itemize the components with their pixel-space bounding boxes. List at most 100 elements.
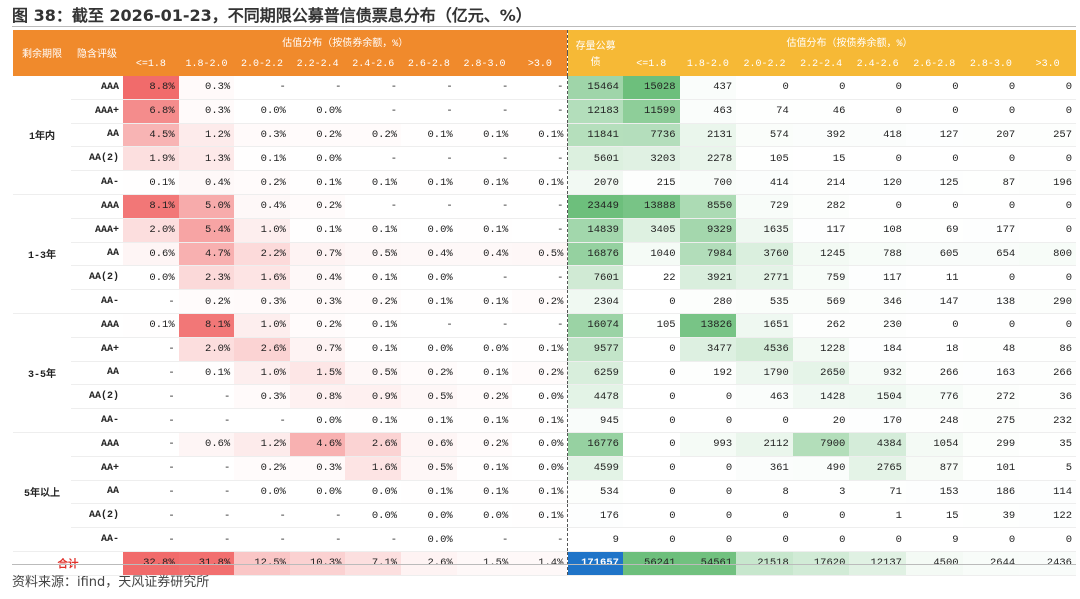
distribution-cell: 0.1%: [456, 408, 513, 433]
total-cell: 6259: [567, 361, 623, 386]
distribution-cell: 0.1%: [345, 313, 402, 338]
total-cell: 15464: [567, 76, 623, 100]
amount-cell: 0: [679, 456, 737, 481]
amount-cell: 114: [1019, 480, 1076, 505]
distribution-cell: 0.8%: [289, 384, 346, 410]
distribution-cell: 0.6%: [401, 432, 457, 457]
header-cell: 估值分布（按债券余额，%）: [123, 30, 568, 53]
distribution-cell: 0.1%: [512, 408, 569, 433]
distribution-cell: -: [123, 503, 179, 529]
distribution-cell: 1.9%: [123, 146, 179, 172]
table-row: AA 4.5% 1.2% 0.3% 0.2% 0.2% 0.1% 0.1% 0.1% 11841 7…: [13, 123, 1076, 148]
distribution-cell: -: [178, 503, 235, 529]
amount-cell: 177: [962, 218, 1020, 243]
amount-cell: 0: [622, 456, 680, 481]
distribution-cell: 0.7%: [289, 337, 346, 362]
amount-cell: 192: [679, 361, 737, 386]
distribution-cell: -: [512, 146, 569, 172]
term-cell: 5年以上: [13, 432, 72, 552]
column-header: 2.0-2.2: [736, 53, 793, 76]
header-cell: 隐含评级: [71, 30, 124, 76]
distribution-cell: -: [512, 313, 569, 338]
distribution-cell: -: [123, 456, 179, 481]
amount-cell: 262: [792, 313, 850, 338]
amount-cell: 266: [905, 361, 963, 386]
header-cell: 存量公募债: [567, 30, 623, 76]
table-row: AA- - - - - -0.0% - -9 0 0 0 0 0 9 0 0: [13, 527, 1076, 552]
total-cell: 16876: [567, 242, 623, 267]
amount-cell: 1228: [792, 337, 850, 362]
amount-cell: 993: [679, 432, 737, 457]
distribution-cell: 0.3%: [289, 456, 346, 481]
amount-cell: 605: [905, 242, 963, 267]
distribution-cell: 0.9%: [345, 384, 402, 410]
distribution-cell: -: [234, 527, 290, 552]
total-cell: 16074: [567, 313, 623, 338]
distribution-cell: 0.6%: [123, 242, 179, 267]
rating-cell: AA-: [71, 289, 124, 314]
distribution-cell: 8.1%: [123, 194, 179, 219]
distribution-cell: 0.2%: [345, 289, 402, 314]
distribution-cell: 0.6%: [178, 432, 235, 457]
total-cell: 4478: [567, 384, 623, 410]
amount-cell: 0: [1019, 527, 1076, 552]
amount-cell: 122: [1019, 503, 1076, 529]
distribution-cell: 0.5%: [345, 242, 402, 267]
rating-cell: AA+: [71, 456, 124, 481]
amount-cell: 0: [1019, 76, 1076, 100]
divider: [12, 564, 1076, 565]
total-cell: 4599: [567, 456, 623, 481]
amount-cell: 535: [736, 289, 793, 314]
term-cell: 3-5年: [13, 313, 72, 433]
column-header: >3.0: [512, 53, 568, 76]
table-row: AA 0.6% 4.7% 2.2% 0.7% 0.5% 0.4% 0.4% 0.5% 16876 1…: [13, 242, 1076, 267]
amount-cell: 2765: [849, 456, 906, 481]
amount-cell: 1054: [905, 432, 963, 457]
distribution-cell: 4.5%: [123, 123, 179, 148]
column-header: >3.0: [1019, 53, 1076, 76]
amount-cell: 5: [1019, 456, 1076, 481]
amount-cell: 0: [1019, 146, 1076, 172]
amount-cell: 3477: [679, 337, 737, 362]
table-row: AA(2) - -0.3% 0.8% 0.9% 0.5% 0.2% 0.0% 4478 0 0 463…: [13, 384, 1076, 410]
distribution-cell: 0.5%: [345, 361, 402, 386]
amount-cell: 232: [1019, 408, 1076, 433]
rating-cell: AA(2): [71, 265, 124, 291]
amount-cell: 125: [905, 170, 963, 195]
distribution-cell: -: [345, 76, 402, 100]
rating-cell: AA+: [71, 337, 124, 362]
distribution-cell: -: [512, 76, 569, 100]
distribution-cell: 1.2%: [178, 123, 235, 148]
amount-cell: 0: [905, 146, 963, 172]
total-amount-cell: 56241: [622, 550, 680, 576]
amount-cell: 290: [1019, 289, 1076, 314]
rating-cell: AAA+: [71, 99, 124, 124]
column-header: 2.4-2.6: [849, 53, 906, 76]
distribution-cell: -: [123, 432, 179, 457]
rating-cell: AA-: [71, 170, 124, 195]
amount-cell: 0: [622, 289, 680, 314]
total-cell: 534: [567, 480, 623, 505]
total-cell: 23449: [567, 194, 623, 219]
distribution-cell: 0.0%: [345, 503, 402, 529]
distribution-cell: 0.1%: [456, 361, 513, 386]
amount-cell: 569: [792, 289, 850, 314]
distribution-cell: 0.7%: [289, 242, 346, 267]
amount-cell: 117: [849, 265, 906, 291]
distribution-cell: 0.0%: [456, 503, 513, 529]
distribution-cell: 0.2%: [178, 289, 235, 314]
rating-cell: AAA+: [71, 218, 124, 243]
amount-cell: 248: [905, 408, 963, 433]
distribution-cell: 8.1%: [178, 313, 235, 338]
distribution-cell: 0.1%: [456, 480, 513, 505]
distribution-cell: 0.1%: [456, 218, 513, 243]
distribution-cell: 0.2%: [289, 194, 346, 219]
total-amount-cell: 2644: [962, 550, 1020, 576]
rating-cell: AA-: [71, 408, 124, 433]
amount-cell: 0: [962, 76, 1020, 100]
distribution-cell: 0.1%: [512, 123, 569, 148]
distribution-cell: 0.2%: [234, 456, 290, 481]
amount-cell: 0: [736, 408, 793, 433]
distribution-cell: 0.0%: [401, 265, 457, 291]
amount-cell: 1651: [736, 313, 793, 338]
